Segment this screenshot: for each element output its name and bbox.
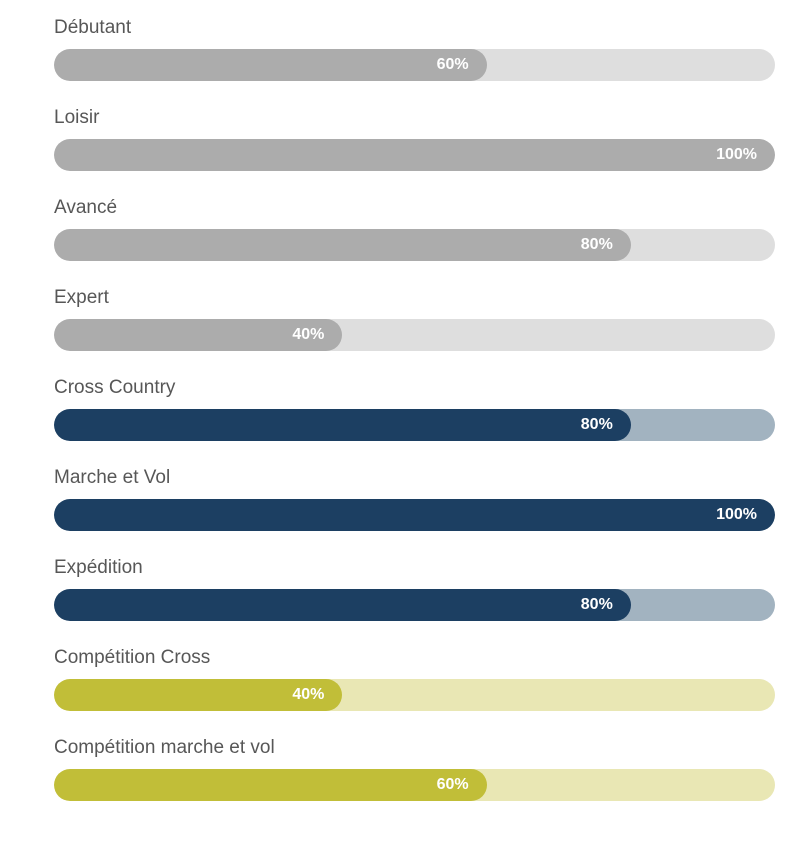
progress-percentage: 40% bbox=[292, 326, 325, 343]
progress-track: 100% bbox=[54, 139, 775, 171]
progress-percentage: 80% bbox=[580, 236, 613, 253]
progress-track: 80% bbox=[54, 409, 775, 441]
progress-fill: 100% bbox=[54, 499, 775, 531]
progress-fill: 80% bbox=[54, 229, 631, 261]
progress-track: 80% bbox=[54, 229, 775, 261]
skill-label: Expédition bbox=[54, 557, 143, 578]
skill-item-avance: Avancé 80% bbox=[54, 196, 775, 286]
skill-label: Expert bbox=[54, 287, 109, 308]
skill-item-loisir: Loisir 100% bbox=[54, 106, 775, 196]
progress-percentage: 100% bbox=[716, 146, 757, 163]
skill-label: Loisir bbox=[54, 107, 100, 128]
skill-item-expedition: Expédition 80% bbox=[54, 556, 775, 646]
skill-label: Compétition marche et vol bbox=[54, 737, 275, 758]
progress-fill: 100% bbox=[54, 139, 775, 171]
progress-track: 40% bbox=[54, 679, 775, 711]
progress-track: 40% bbox=[54, 319, 775, 351]
progress-fill: 40% bbox=[54, 319, 343, 351]
progress-track: 80% bbox=[54, 589, 775, 621]
progress-track: 60% bbox=[54, 49, 775, 81]
skill-label: Avancé bbox=[54, 197, 118, 218]
progress-percentage: 100% bbox=[716, 506, 757, 523]
progress-percentage: 40% bbox=[292, 686, 325, 703]
skill-bars-list: Débutant 60% Loisir 100% Avancé 80% Expe… bbox=[54, 16, 775, 826]
skill-label: Débutant bbox=[54, 17, 132, 38]
progress-fill: 60% bbox=[54, 49, 487, 81]
progress-track: 100% bbox=[54, 499, 775, 531]
progress-fill: 40% bbox=[54, 679, 343, 711]
skill-item-expert: Expert 40% bbox=[54, 286, 775, 376]
skill-item-competition-cross: Compétition Cross 40% bbox=[54, 646, 775, 736]
skill-item-debutant: Débutant 60% bbox=[54, 16, 775, 106]
progress-fill: 80% bbox=[54, 409, 631, 441]
skill-item-marche-et-vol: Marche et Vol 100% bbox=[54, 466, 775, 556]
progress-percentage: 80% bbox=[580, 596, 613, 613]
skill-item-competition-marche-et-vol: Compétition marche et vol 60% bbox=[54, 736, 775, 826]
progress-percentage: 60% bbox=[436, 56, 469, 73]
progress-fill: 60% bbox=[54, 769, 487, 801]
progress-percentage: 60% bbox=[436, 776, 469, 793]
skill-label: Compétition Cross bbox=[54, 647, 211, 668]
progress-track: 60% bbox=[54, 769, 775, 801]
skill-item-cross-country: Cross Country 80% bbox=[54, 376, 775, 466]
skill-label: Marche et Vol bbox=[54, 467, 171, 488]
skill-label: Cross Country bbox=[54, 377, 176, 398]
progress-percentage: 80% bbox=[580, 416, 613, 433]
progress-fill: 80% bbox=[54, 589, 631, 621]
